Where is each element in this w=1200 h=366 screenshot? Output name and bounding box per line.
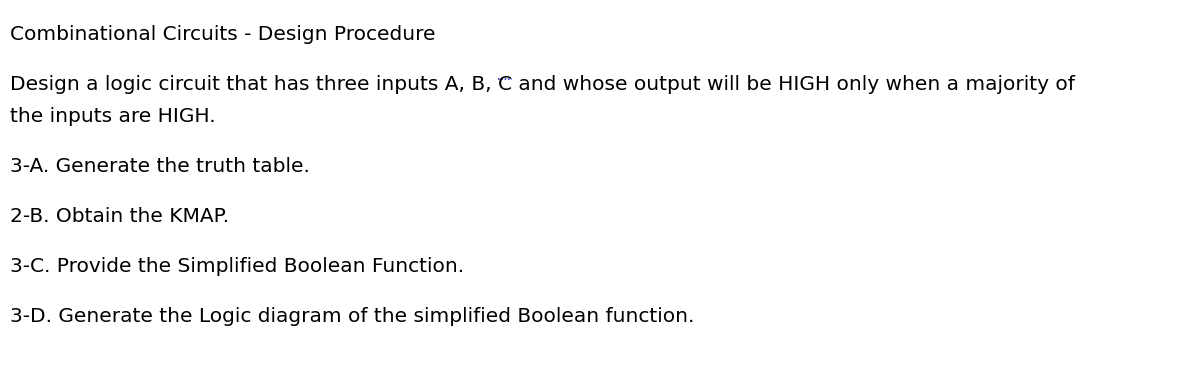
Text: 3-D. Generate the Logic diagram of the simplified Boolean function.: 3-D. Generate the Logic diagram of the s… — [10, 306, 695, 325]
Text: Design a logic circuit that has three inputs A, B, C and whose output will be HI: Design a logic circuit that has three in… — [10, 75, 1075, 93]
Text: the inputs are HIGH.: the inputs are HIGH. — [10, 107, 216, 126]
Text: 2-B. Obtain the KMAP.: 2-B. Obtain the KMAP. — [10, 206, 229, 225]
Text: 3-A. Generate the truth table.: 3-A. Generate the truth table. — [10, 157, 310, 176]
Text: Combinational Circuits - Design Procedure: Combinational Circuits - Design Procedur… — [10, 25, 436, 44]
Text: 3-C. Provide the Simplified Boolean Function.: 3-C. Provide the Simplified Boolean Func… — [10, 257, 464, 276]
